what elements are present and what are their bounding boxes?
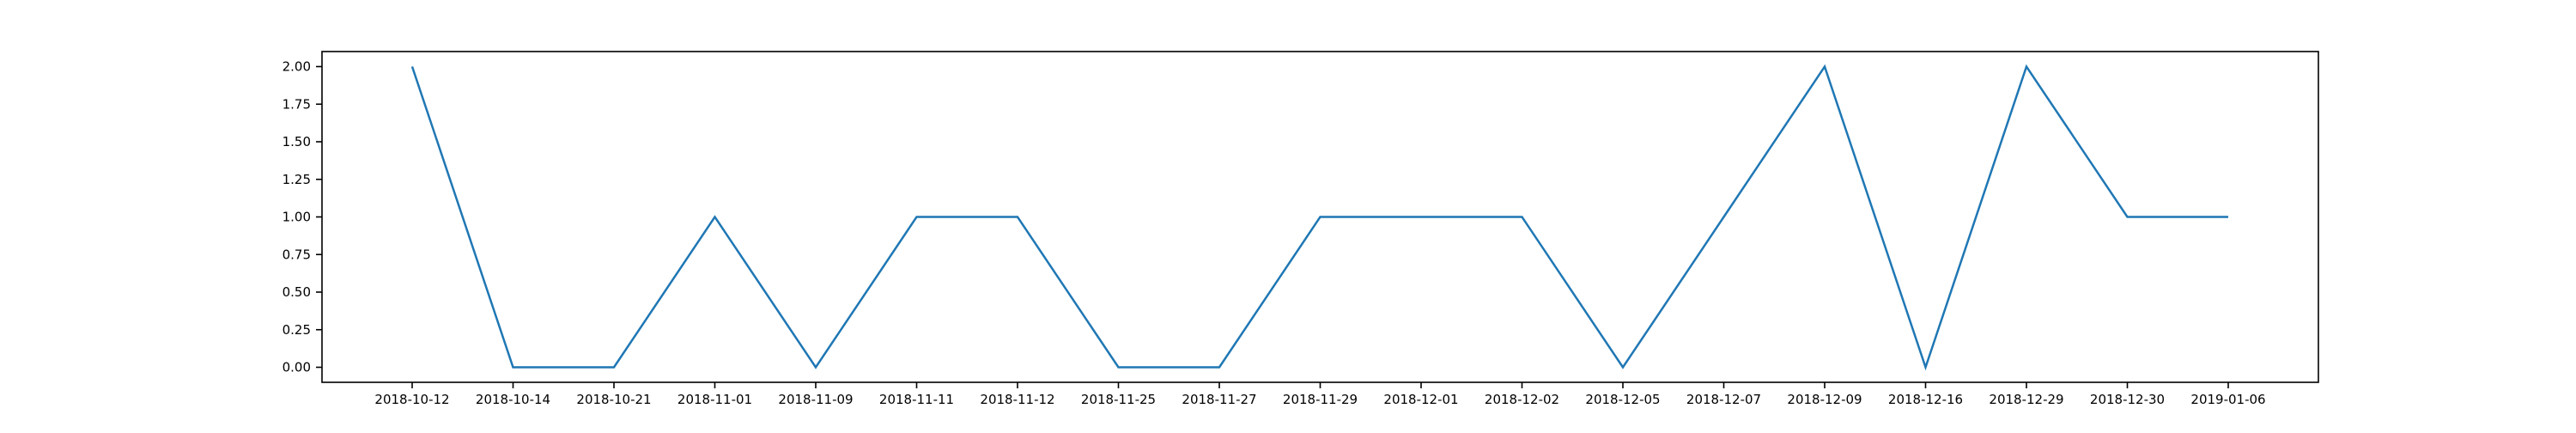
x-tick-label: 2018-12-30 (2090, 392, 2165, 407)
x-tick-label: 2018-12-07 (1686, 392, 1761, 407)
x-tick-label: 2018-12-01 (1383, 392, 1458, 407)
y-tick-label: 0.75 (283, 247, 311, 262)
x-tick-label: 2018-11-12 (980, 392, 1054, 407)
y-axis: 0.00 0.25 0.50 0.75 1.00 1.25 1.50 1.75 2.00 (283, 59, 322, 375)
y-tick-label: 0.50 (283, 284, 311, 300)
x-axis: 2018-10-12 2018-10-14 2018-10-21 2018-11-01… (374, 382, 2265, 407)
x-tick-label: 2018-11-27 (1182, 392, 1256, 407)
y-tick-label: 1.75 (283, 96, 311, 112)
y-tick-label: 1.25 (283, 172, 311, 187)
x-tick-label: 2018-12-05 (1585, 392, 1660, 407)
y-tick-label: 1.50 (283, 134, 311, 149)
x-tick-label: 2018-12-29 (1989, 392, 2063, 407)
x-tick-label: 2018-10-14 (476, 392, 550, 407)
y-tick-label: 0.00 (283, 360, 311, 375)
x-tick-label: 2018-12-16 (1888, 392, 1963, 407)
x-tick-label: 2018-10-12 (374, 392, 449, 407)
x-tick-label: 2018-11-11 (879, 392, 954, 407)
y-tick-label: 2.00 (283, 59, 311, 75)
y-tick-label: 0.25 (283, 322, 311, 338)
x-tick-label: 2018-12-09 (1787, 392, 1862, 407)
x-tick-label: 2019-01-06 (2190, 392, 2265, 407)
x-tick-label: 2018-12-02 (1485, 392, 1559, 407)
x-tick-label: 2018-11-25 (1081, 392, 1156, 407)
x-tick-label: 2018-11-29 (1283, 392, 1358, 407)
y-tick-label: 1.00 (283, 210, 311, 225)
x-tick-label: 2018-11-01 (677, 392, 752, 407)
x-tick-label: 2018-11-09 (778, 392, 853, 407)
x-tick-label: 2018-10-21 (576, 392, 651, 407)
